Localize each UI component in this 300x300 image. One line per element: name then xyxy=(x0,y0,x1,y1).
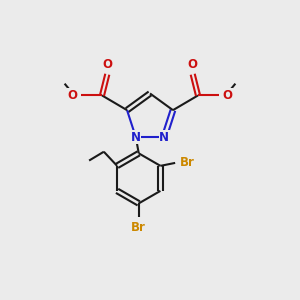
Text: N: N xyxy=(131,130,141,144)
Text: O: O xyxy=(102,58,112,71)
Text: O: O xyxy=(67,89,77,102)
Text: Br: Br xyxy=(131,221,146,234)
Text: O: O xyxy=(188,58,198,71)
Text: O: O xyxy=(223,89,233,102)
Text: N: N xyxy=(159,130,169,144)
Text: Br: Br xyxy=(180,156,194,170)
